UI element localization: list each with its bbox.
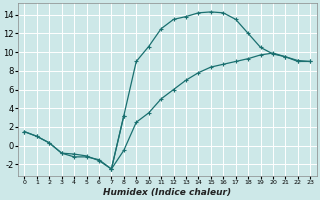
X-axis label: Humidex (Indice chaleur): Humidex (Indice chaleur) [103,188,231,197]
